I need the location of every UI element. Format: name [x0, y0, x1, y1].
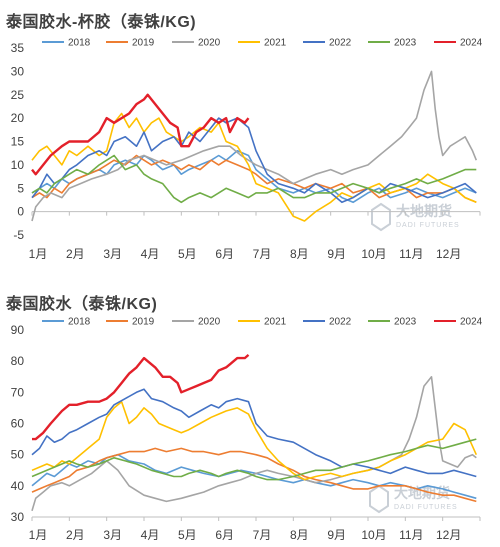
y-tick-label: 25	[11, 88, 25, 102]
y-tick-label: 35	[11, 41, 25, 55]
y-tick-label: -5	[13, 228, 24, 242]
x-tick-label: 3月	[103, 247, 122, 261]
series-line-2024	[32, 353, 250, 441]
legend-label: 2024	[460, 38, 483, 49]
x-tick-label: 6月	[215, 247, 234, 261]
legend-label: 2019	[132, 317, 155, 328]
y-tick-label: 90	[11, 323, 25, 337]
legend-label: 2018	[68, 38, 91, 49]
x-tick-label: 11月	[399, 247, 423, 261]
legend-label: 2023	[394, 317, 417, 328]
series-line-2024	[31, 93, 250, 176]
x-tick-label: 5月	[178, 247, 197, 261]
series-line-2019	[31, 447, 477, 503]
legend-label: 2020	[198, 38, 221, 49]
x-tick-label: 12月	[436, 247, 461, 261]
watermark-logo-icon	[369, 484, 389, 514]
x-tick-label: 6月	[215, 528, 234, 542]
chart-panel-top: 泰国胶水-杯胶（泰铢/KG) 2018 2019 2020 2021 2022 2023 2…	[0, 0, 500, 268]
y-tick-label: 60	[11, 417, 25, 431]
x-tick-label: 9月	[327, 247, 346, 261]
x-tick-label: 10月	[361, 528, 386, 542]
y-tick-label: 50	[11, 448, 25, 462]
x-tick-label: 2月	[66, 528, 85, 542]
y-tick-label: 15	[11, 135, 25, 149]
legend-label: 2021	[264, 38, 287, 49]
series-line-2020	[31, 376, 477, 512]
series-line-2018	[31, 453, 477, 500]
legend-label: 2022	[329, 38, 352, 49]
x-tick-label: 10月	[361, 247, 386, 261]
x-tick-label: 8月	[290, 247, 309, 261]
watermark-text: 大地期货	[394, 485, 450, 501]
x-tick-label: 1月	[29, 528, 48, 542]
legend-label: 2021	[264, 317, 287, 328]
y-tick-label: 10	[11, 158, 25, 172]
legend-label: 2018	[68, 317, 91, 328]
series-line-2020	[31, 70, 478, 222]
x-tick-label: 1月	[29, 247, 48, 261]
x-tick-label: 4月	[141, 528, 160, 542]
legend-label: 2022	[329, 317, 352, 328]
x-tick-label: 11月	[399, 528, 423, 542]
legend-label: 2020	[198, 317, 221, 328]
series-line-2023	[31, 438, 477, 481]
line-chart-cup-lump: 2018 2019 2020 2021 2022 2023 2024 大地期货 DADI FUT…	[11, 38, 483, 262]
x-tick-label: 5月	[178, 528, 197, 542]
y-tick-label: 30	[11, 510, 25, 524]
chart-title: 泰国胶水（泰铢/KG)	[6, 296, 158, 313]
watermark-subtext: DADI FUTURES	[396, 222, 460, 229]
chart-title: 泰国胶水-杯胶（泰铢/KG)	[6, 14, 197, 31]
x-tick-label: 4月	[141, 247, 160, 261]
legend-label: 2019	[132, 38, 155, 49]
x-tick-label: 7月	[253, 528, 272, 542]
watermark-text: 大地期货	[396, 203, 452, 219]
x-tick-label: 9月	[327, 528, 346, 542]
y-tick-label: 0	[17, 205, 24, 219]
y-tick-label: 70	[11, 385, 25, 399]
y-tick-label: 30	[11, 64, 25, 78]
series-line-2022	[31, 388, 477, 478]
legend-label: 2023	[394, 38, 417, 49]
x-tick-label: 3月	[103, 528, 122, 542]
x-tick-label: 8月	[290, 528, 309, 542]
y-tick-label: 5	[17, 181, 24, 195]
x-tick-label: 2月	[66, 247, 85, 261]
watermark-subtext: DADI FUTURES	[394, 504, 458, 511]
x-tick-label: 12月	[436, 528, 461, 542]
line-chart-latex: 2018 2019 2020 2021 2022 2023 2024 大地期货 DADI FUT…	[11, 317, 483, 543]
series-line-2021	[31, 400, 478, 481]
series-line-2023	[31, 154, 477, 204]
y-tick-label: 80	[11, 354, 25, 368]
y-tick-label: 20	[11, 111, 25, 125]
y-tick-label: 40	[11, 479, 25, 493]
legend-label: 2024	[460, 317, 483, 328]
chart-panel-bottom: 泰国胶水（泰铢/KG) 2018 2019 2020 2021 2022 2023 2024…	[0, 282, 500, 547]
x-tick-label: 7月	[253, 247, 272, 261]
watermark-logo-icon	[371, 202, 391, 232]
